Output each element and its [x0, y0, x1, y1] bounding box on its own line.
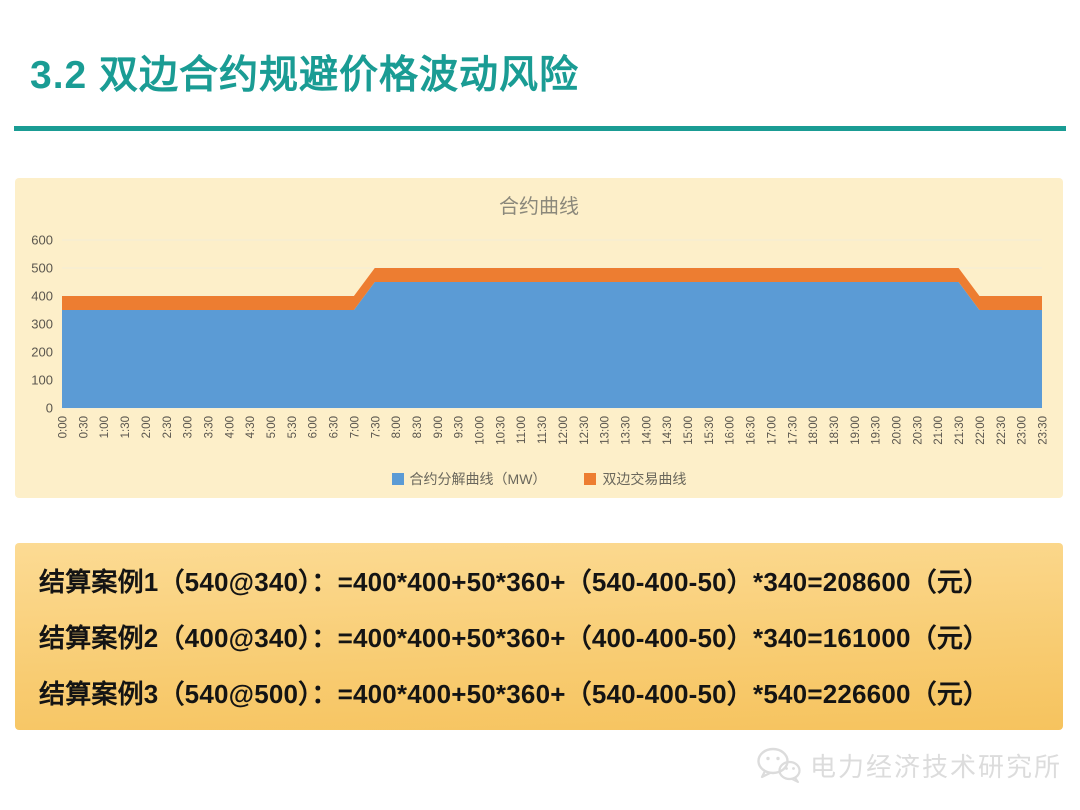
svg-text:10:30: 10:30	[495, 416, 507, 445]
legend-item-bilateral-trade: 双边交易曲线	[584, 469, 686, 489]
svg-text:13:00: 13:00	[600, 416, 612, 445]
settlement-case-3: 结算案例3（540@500）：=400*400+50*360+（540-400-…	[39, 678, 990, 709]
svg-text:14:30: 14:30	[662, 416, 674, 445]
svg-text:7:30: 7:30	[370, 416, 382, 438]
legend-label: 双边交易曲线	[602, 471, 687, 487]
svg-text:19:30: 19:30	[871, 416, 883, 445]
svg-text:400: 400	[31, 289, 53, 304]
svg-text:8:00: 8:00	[391, 416, 403, 438]
svg-text:7:00: 7:00	[349, 416, 361, 438]
svg-text:100: 100	[31, 373, 53, 388]
blue-series-swatch-icon	[391, 473, 404, 485]
svg-text:11:00: 11:00	[516, 416, 528, 444]
svg-text:500: 500	[31, 261, 53, 276]
settlement-case-1: 结算案例1（540@340）：=400*400+50*360+（540-400-…	[39, 567, 990, 598]
svg-text:600: 600	[31, 233, 53, 248]
svg-text:0: 0	[46, 401, 53, 416]
svg-text:5:30: 5:30	[287, 416, 299, 438]
svg-text:16:30: 16:30	[746, 416, 758, 445]
svg-text:0:00: 0:00	[58, 416, 70, 438]
svg-text:15:00: 15:00	[683, 416, 695, 445]
svg-text:4:00: 4:00	[224, 416, 236, 438]
svg-text:17:30: 17:30	[787, 416, 799, 445]
svg-text:21:00: 21:00	[933, 416, 945, 445]
svg-text:15:30: 15:30	[704, 416, 716, 445]
svg-text:300: 300	[31, 317, 53, 332]
svg-text:200: 200	[31, 345, 53, 360]
svg-text:18:30: 18:30	[829, 416, 841, 445]
page-title: 3.2 双边合约规避价格波动风险	[30, 54, 580, 97]
svg-text:5:00: 5:00	[266, 416, 278, 438]
svg-text:14:00: 14:00	[641, 416, 653, 445]
svg-text:19:00: 19:00	[850, 416, 862, 445]
chart-legend: 合约分解曲线（MW） 双边交易曲线	[15, 469, 1063, 489]
svg-text:17:00: 17:00	[766, 416, 778, 445]
svg-text:20:00: 20:00	[892, 416, 904, 445]
svg-text:11:30: 11:30	[537, 416, 549, 444]
svg-text:4:30: 4:30	[245, 416, 257, 438]
settlement-cases-box: 结算案例1（540@340）：=400*400+50*360+（540-400-…	[15, 543, 1063, 730]
svg-text:16:00: 16:00	[725, 416, 737, 445]
svg-text:1:30: 1:30	[120, 416, 132, 438]
chart-title: 合约曲线	[499, 196, 579, 218]
watermark-text: 电力经济技术研究所	[809, 751, 1062, 782]
wechat-icon	[757, 747, 801, 783]
svg-text:22:30: 22:30	[996, 416, 1008, 445]
watermark: 电力经济技术研究所	[755, 746, 1062, 784]
settlement-case-2: 结算案例2（400@340）：=400*400+50*360+（400-400-…	[39, 622, 990, 653]
svg-text:18:00: 18:00	[808, 416, 820, 445]
svg-text:3:30: 3:30	[203, 416, 215, 438]
svg-text:9:00: 9:00	[433, 416, 445, 438]
orange-series-swatch-icon	[584, 473, 597, 485]
svg-text:8:30: 8:30	[412, 416, 424, 438]
svg-text:12:00: 12:00	[558, 416, 570, 445]
contract-chart-svg: 0 100 200 300 400 500 600 0:00 0:30 1:00 1:30 2:00 2…	[31, 233, 1050, 445]
svg-text:22:00: 22:00	[975, 416, 987, 445]
svg-text:1:00: 1:00	[99, 416, 111, 438]
svg-text:13:30: 13:30	[620, 416, 632, 445]
svg-text:21:30: 21:30	[954, 416, 966, 445]
svg-text:23:30: 23:30	[1038, 416, 1050, 445]
svg-text:10:00: 10:00	[475, 416, 487, 445]
title-divider	[14, 126, 1066, 131]
contract-curve-chart-panel: 合约曲线 0 100 200 300 400 500 600 0:00 0:30 1:00 1:30…	[15, 178, 1063, 498]
legend-item-contract-decomposition: 合约分解曲线（MW）	[391, 469, 547, 489]
legend-label: 合约分解曲线（MW）	[409, 471, 547, 487]
svg-text:2:30: 2:30	[162, 416, 174, 438]
svg-text:3:00: 3:00	[183, 416, 195, 438]
svg-text:23:00: 23:00	[1017, 416, 1029, 445]
svg-text:6:00: 6:00	[308, 416, 320, 438]
svg-text:2:00: 2:00	[141, 416, 153, 438]
svg-text:0:30: 0:30	[78, 416, 90, 438]
svg-text:6:30: 6:30	[329, 416, 341, 438]
svg-text:20:30: 20:30	[912, 416, 924, 445]
svg-text:9:30: 9:30	[454, 416, 466, 438]
svg-text:12:30: 12:30	[579, 416, 591, 445]
